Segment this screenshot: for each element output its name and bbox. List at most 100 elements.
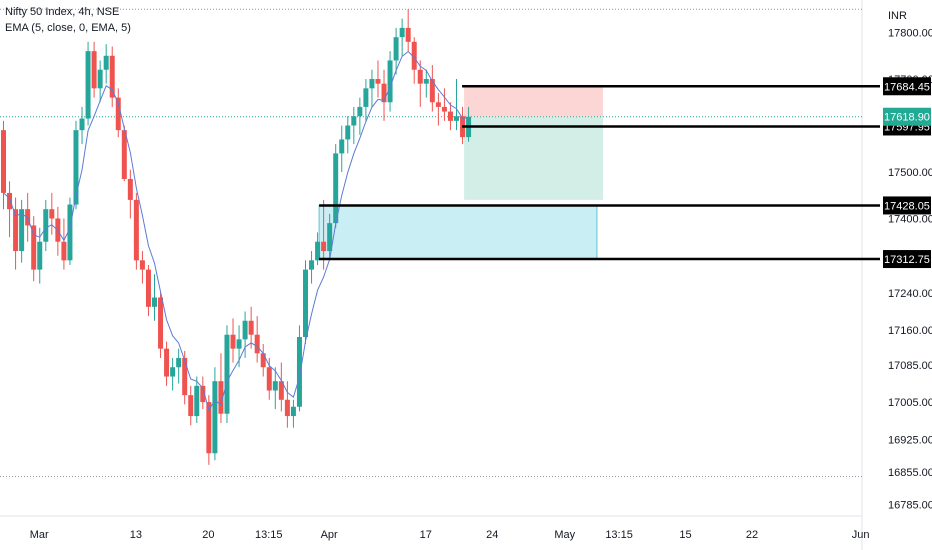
time-tick-label: 22	[746, 529, 758, 541]
candle	[242, 320, 248, 340]
candle	[399, 27, 405, 38]
candle	[278, 381, 284, 400]
candle	[206, 402, 212, 454]
candle	[1, 130, 6, 193]
candle	[381, 83, 387, 103]
price-tick-label: 17005.00	[888, 397, 932, 409]
candle	[411, 41, 417, 70]
candle	[200, 385, 206, 403]
candle	[49, 209, 55, 219]
price-tick-label: 17085.00	[888, 360, 932, 372]
candle	[272, 381, 278, 391]
candle	[405, 27, 411, 42]
price-tick-label: 16855.00	[888, 467, 932, 479]
candle	[321, 241, 327, 252]
price-tick-label: 16925.00	[888, 434, 932, 446]
candle	[79, 118, 85, 131]
time-tick-label: 17	[420, 529, 432, 541]
candle	[182, 357, 188, 396]
candle	[417, 69, 423, 84]
candle	[369, 79, 375, 89]
time-tick-label: 24	[486, 529, 498, 541]
candle	[91, 51, 97, 89]
candle	[170, 367, 176, 377]
candle	[61, 241, 67, 261]
candle	[37, 241, 43, 270]
candle	[109, 55, 115, 98]
candle	[97, 69, 103, 89]
candle	[254, 334, 260, 354]
candle	[218, 381, 224, 414]
candle	[284, 399, 290, 417]
price-tick-label: 17800.00	[888, 28, 932, 40]
candle	[333, 153, 339, 224]
time-tick-label: May	[554, 529, 575, 541]
level-label-box	[883, 77, 931, 96]
price-tick-label: 16785.00	[888, 499, 932, 511]
level-label: 17684.45	[884, 81, 930, 93]
price-tick-label: 17160.00	[888, 325, 932, 337]
candle	[236, 339, 242, 349]
candle	[447, 111, 453, 121]
candle	[423, 79, 429, 84]
symbol-title: Nifty 50 Index, 4h, NSE	[5, 6, 120, 18]
time-tick-label: 13:15	[255, 529, 283, 541]
candle	[133, 199, 139, 261]
time-tick-label: 20	[202, 529, 214, 541]
ema-line	[3, 50, 469, 412]
candle	[260, 353, 266, 368]
candle	[194, 385, 200, 417]
candle	[164, 348, 170, 377]
candle	[103, 55, 109, 70]
candle	[127, 178, 133, 200]
candle	[7, 192, 13, 210]
candle	[212, 381, 218, 454]
candle	[363, 88, 369, 107]
time-tick-label: 13	[130, 529, 142, 541]
candle	[115, 97, 121, 131]
candle	[327, 223, 333, 252]
level-label-box	[883, 196, 931, 215]
level-label: 17312.75	[884, 254, 930, 266]
time-tick-label: Apr	[321, 529, 338, 541]
candle	[351, 116, 357, 126]
chart-legend: Nifty 50 Index, 4h, NSE EMA (5, close, 0…	[5, 4, 131, 36]
time-tick-label: 15	[679, 529, 691, 541]
candle	[67, 204, 73, 261]
candle	[303, 269, 308, 338]
candle	[176, 357, 182, 368]
candle	[145, 269, 151, 307]
time-tick-label: Jun	[852, 529, 870, 541]
candle	[429, 79, 435, 103]
candle	[19, 209, 25, 252]
candle	[387, 60, 393, 103]
candle	[188, 395, 194, 417]
candle	[31, 225, 37, 270]
price-tick-label: 17500.00	[888, 167, 932, 179]
candle	[345, 125, 351, 140]
last-price-box	[883, 107, 931, 126]
demand-zone	[318, 204, 598, 260]
level-label: 17428.05	[884, 200, 930, 212]
candle	[441, 106, 447, 112]
candle	[393, 37, 399, 61]
indicator-label: EMA (5, close, 0, EMA, 5)	[5, 22, 131, 34]
candle	[139, 260, 145, 270]
currency-label: INR	[888, 10, 907, 22]
candle	[158, 297, 164, 349]
time-tick-label: Mar	[30, 529, 49, 541]
candle	[266, 367, 272, 391]
candle	[43, 209, 49, 242]
candle	[435, 102, 441, 107]
candle	[375, 79, 381, 84]
level-label-box	[883, 250, 931, 269]
stop-loss-zone	[464, 86, 603, 117]
candle	[230, 334, 236, 349]
candle	[224, 334, 230, 414]
time-tick-label: 13:15	[605, 529, 633, 541]
target-zone	[464, 116, 603, 200]
last-price-label: 17618.90	[884, 112, 930, 124]
candle	[152, 297, 157, 307]
candle	[315, 241, 321, 261]
